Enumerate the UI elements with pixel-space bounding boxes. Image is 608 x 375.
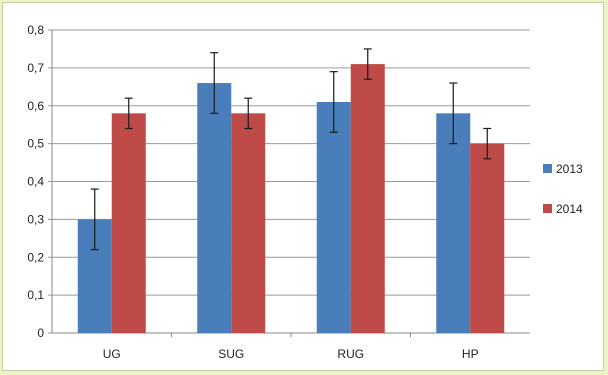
x-category-label: RUG <box>337 347 364 361</box>
bar-2013-HP <box>436 113 471 333</box>
legend-swatch-2013 <box>543 164 552 173</box>
x-category-label: HP <box>462 347 479 361</box>
y-tick-label: 0,4 <box>27 175 44 189</box>
bar-2014-UG <box>111 113 146 333</box>
x-category-label: UG <box>103 347 121 361</box>
bar-2014-HP <box>470 143 505 333</box>
y-tick-label: 0,6 <box>27 99 44 113</box>
y-tick-label: 0,1 <box>27 288 44 302</box>
y-tick-label: 0,2 <box>27 250 44 264</box>
y-tick-label: 0,7 <box>27 61 44 75</box>
x-category-label: SUG <box>218 347 244 361</box>
y-tick-label: 0,3 <box>27 212 44 226</box>
bar-2014-RUG <box>350 64 385 334</box>
y-tick-label: 0,5 <box>27 137 44 151</box>
bars <box>77 64 505 334</box>
y-tick-labels: 0 0,1 0,2 0,3 0,4 0,5 0,6 0,7 0,8 <box>27 23 44 340</box>
legend-swatch-2014 <box>543 204 552 213</box>
bar-2014-SUG <box>231 113 266 333</box>
x-category-labels: UG SUG RUG HP <box>103 347 479 361</box>
error-bars <box>90 48 492 251</box>
legend: 2013 2014 <box>543 162 583 216</box>
legend-label-2013: 2013 <box>556 162 583 176</box>
y-tick-label: 0,8 <box>27 23 44 37</box>
legend-label-2014: 2014 <box>556 202 583 216</box>
y-tick-label: 0 <box>37 326 44 340</box>
bar-2013-SUG <box>197 83 232 334</box>
bar-2013-RUG <box>316 101 351 334</box>
